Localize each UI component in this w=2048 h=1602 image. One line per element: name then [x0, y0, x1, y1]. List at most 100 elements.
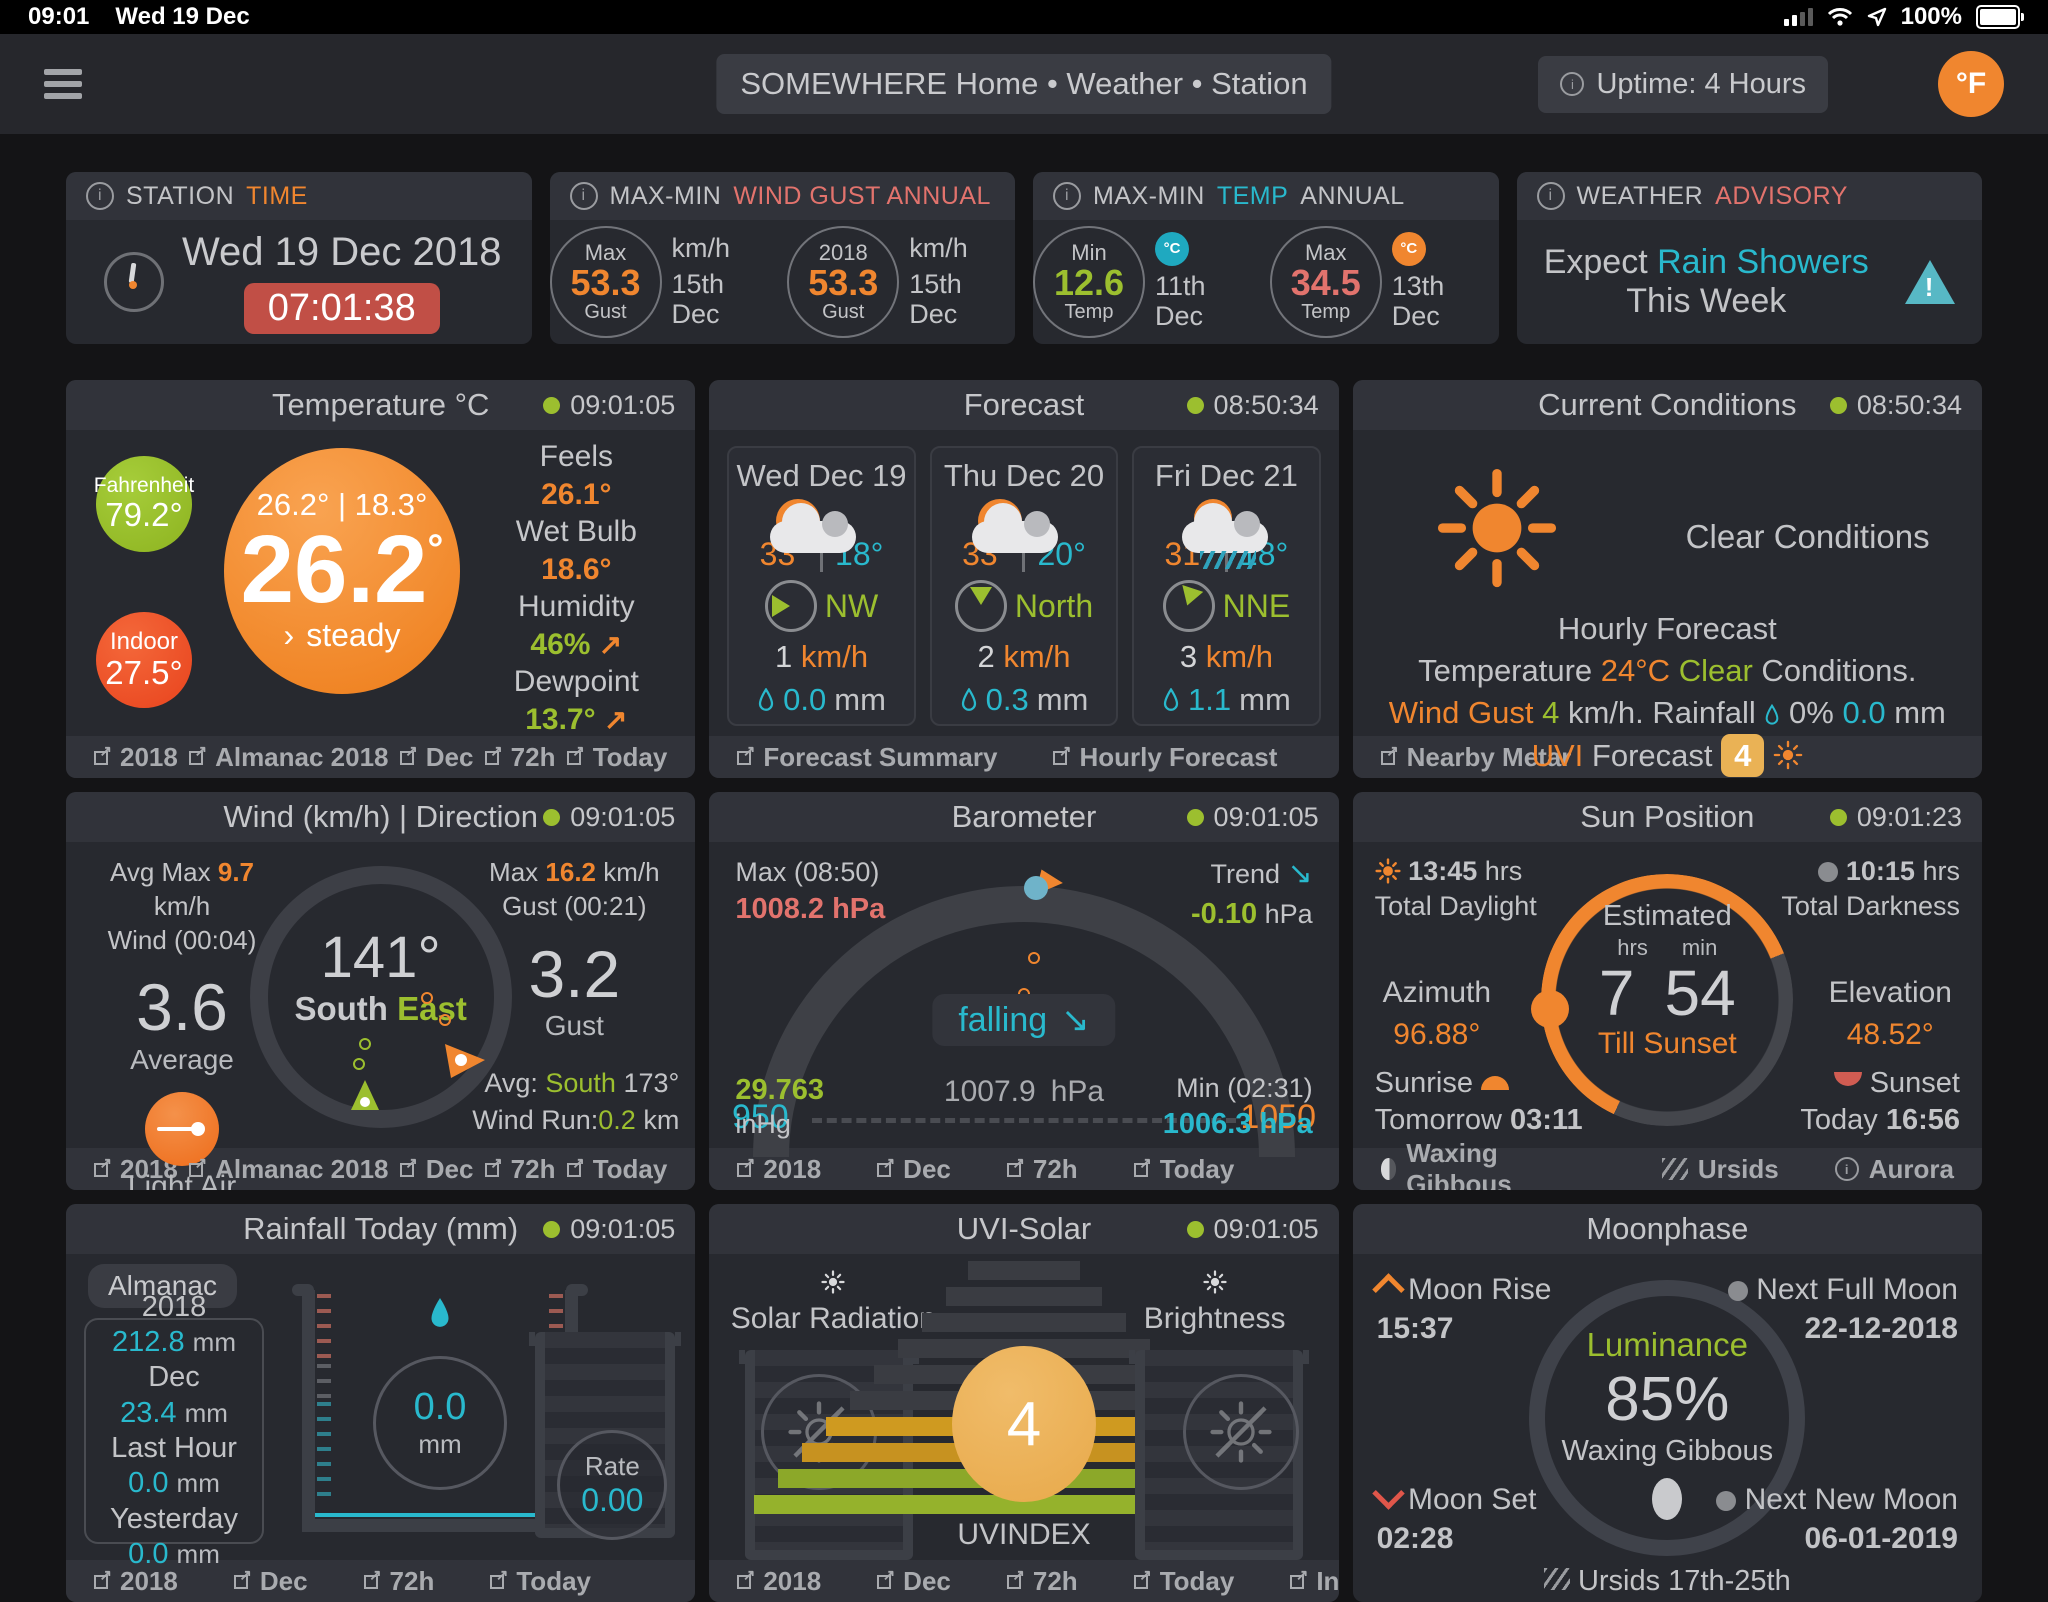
- almanac-button[interactable]: Almanac: [88, 1264, 237, 1308]
- link-dec[interactable]: ↗ Dec: [399, 742, 473, 773]
- wind-speed: 3: [1179, 639, 1198, 674]
- link-aurora[interactable]: i Aurora: [1834, 1154, 1954, 1185]
- circle-top-label: 2018: [818, 240, 868, 266]
- link-today[interactable]: ↗ Today: [566, 1154, 667, 1185]
- link-72h[interactable]: ↗ 72h: [1006, 1566, 1078, 1597]
- link-dec[interactable]: ↗ Dec: [877, 1154, 951, 1185]
- gust-label: Gust: [544, 1010, 604, 1042]
- link-dec[interactable]: ↗ Dec: [877, 1566, 951, 1597]
- link-today[interactable]: ↗ Today: [1133, 1154, 1234, 1185]
- link-72h[interactable]: ↗ 72h: [363, 1566, 434, 1597]
- panel-grid: Temperature °C 09:01:05 Fahrenheit 79.2°…: [0, 344, 2048, 1602]
- wind-time: Wind (00:04): [107, 924, 257, 955]
- link-72h[interactable]: ↗ 72h: [484, 742, 555, 773]
- wind-speed: 2: [977, 639, 995, 674]
- feels-value: 26.1°: [541, 477, 612, 511]
- meteor-shower-icon: [1543, 1568, 1570, 1590]
- trend-down-icon: ↘: [1287, 857, 1313, 890]
- wind-panel: Wind (km/h) | Direction 09:01:05 Avg Max…: [66, 792, 696, 1190]
- panel-timestamp: 09:01:05: [1187, 802, 1319, 833]
- raindrop-icon: [1766, 703, 1779, 725]
- sun-icon: [821, 1270, 845, 1294]
- link-today[interactable]: ↗ Today: [566, 742, 667, 773]
- rainfall-panel: Rainfall Today (mm) 09:01:05 Almanac 201…: [66, 1204, 696, 1602]
- gust-max-circle: Max 53.3 Gust: [549, 226, 662, 338]
- sun-progress-ring: [1541, 874, 1794, 1126]
- circle-top-label: Min: [1071, 240, 1107, 266]
- barometer-trend-pill: falling ↘: [932, 994, 1116, 1046]
- menu-button[interactable]: [44, 69, 82, 99]
- warning-icon: !: [1904, 260, 1955, 304]
- info-icon: i: [1560, 72, 1585, 96]
- info-icon: i: [569, 182, 598, 210]
- wind-compass-icon: [954, 580, 1007, 632]
- wind-average-label: Average: [130, 1043, 234, 1075]
- external-link-icon: ↗: [1133, 1567, 1152, 1589]
- link-waxing-gibbous[interactable]: Waxing Gibbous: [1380, 1138, 1606, 1190]
- external-link-icon: ↗: [1006, 1155, 1025, 1177]
- almanac-label: 2018: [141, 1290, 207, 1323]
- pressure-value: 1007.9: [943, 1075, 1036, 1108]
- sunrise-icon: [1481, 1075, 1510, 1090]
- link-info[interactable]: ↗Info: [1290, 1566, 1339, 1597]
- external-link-icon: ↗: [399, 1155, 418, 1177]
- meteor-shower-icon: [1661, 1158, 1688, 1180]
- panel-title: Forecast: [963, 387, 1085, 422]
- day-name: Fri Dec 21: [1154, 458, 1298, 493]
- circle-value: 53.3: [570, 262, 641, 304]
- forecast-panel: Forecast 08:50:34 Wed Dec 19 33° 18° NW 1…: [709, 380, 1339, 778]
- day-name: Wed Dec 19: [736, 458, 907, 493]
- celsius-badge-icon: °C: [1155, 232, 1189, 267]
- uvi-solar-panel: UVI-Solar 09:01:05 Solar Radiation 4 UVI…: [709, 1204, 1339, 1602]
- battery-icon: [1976, 5, 2024, 29]
- app-header: SOMEWHERE Home • Weather • Station i Upt…: [0, 34, 2048, 134]
- current-conditions-panel: Current Conditions 08:50:34 Clear Condit…: [1352, 380, 1982, 778]
- link-ursids[interactable]: Ursids: [1661, 1154, 1779, 1185]
- date-label: 15th Dec: [909, 269, 962, 329]
- link-2018[interactable]: ↗ 2018: [737, 1566, 821, 1597]
- link-today[interactable]: ↗ Today: [1133, 1566, 1234, 1597]
- rain-amount: 0.0: [783, 682, 827, 717]
- unit-toggle-button[interactable]: °F: [1938, 51, 2004, 117]
- link-hourly-forecast[interactable]: ↗ Hourly Forecast: [1053, 742, 1277, 773]
- date-label: 11th Dec: [1155, 271, 1206, 331]
- wind-speed: 1: [775, 639, 793, 674]
- circle-top-label: Max: [584, 240, 627, 266]
- dewpoint-value: 13.7°: [525, 702, 596, 736]
- gust-time: Gust (00:21): [502, 890, 647, 921]
- gust-year-circle: 2018 53.3 Gust: [787, 226, 900, 338]
- link-today[interactable]: ↗ Today: [490, 1566, 591, 1597]
- link-2018[interactable]: ↗ 2018: [737, 1154, 821, 1185]
- link-dec[interactable]: ↗ Dec: [233, 1566, 308, 1597]
- link-forecast-summary[interactable]: ↗ Forecast Summary: [737, 742, 997, 773]
- sun-cloud-icon: [964, 499, 1084, 553]
- uptime-label: Uptime: 4 Hours: [1596, 67, 1806, 100]
- link-2018[interactable]: ↗ 2018: [94, 742, 178, 773]
- water-level: [315, 1513, 565, 1517]
- link-72h[interactable]: ↗ 72h: [484, 1154, 555, 1185]
- max-min-wind-gust-card: i MAX-MIN WIND GUST ANNUAL Max 53.3 Gust…: [549, 172, 1015, 344]
- darkness-dot-icon: [1818, 862, 1839, 882]
- external-link-icon: ↗: [94, 1155, 112, 1177]
- circle-value: 53.3: [808, 262, 879, 304]
- panel-title: Current Conditions: [1538, 387, 1797, 422]
- condition-text: Clear Conditions: [1685, 518, 1930, 555]
- external-link-icon: ↗: [1290, 1567, 1308, 1589]
- sun-cloud-icon: [762, 499, 882, 553]
- wind-speed-unit: km/h: [800, 639, 869, 674]
- advisory-highlight: Rain Showers: [1657, 243, 1869, 281]
- raindrop-icon: [961, 688, 976, 711]
- link-nearby-metar[interactable]: ↗ Nearby Metar: [1380, 742, 1571, 773]
- humidity-value: 46%: [530, 627, 591, 661]
- link-almanac-2018[interactable]: ↗ Almanac 2018: [189, 742, 389, 773]
- info-icon: i: [86, 182, 114, 210]
- rain-unit: mm: [834, 682, 886, 717]
- external-link-icon: ↗: [1053, 743, 1071, 765]
- almanac-label: Last Hour: [111, 1432, 237, 1464]
- panel-title: Rainfall Today (mm): [243, 1211, 519, 1246]
- link-dec[interactable]: ↗ Dec: [399, 1154, 473, 1185]
- link-72h[interactable]: ↗ 72h: [1006, 1154, 1078, 1185]
- panel-title: Barometer: [951, 799, 1097, 834]
- link-almanac-2018[interactable]: ↗ Almanac 2018: [189, 1154, 389, 1185]
- gust-value: 3.2: [528, 936, 621, 1011]
